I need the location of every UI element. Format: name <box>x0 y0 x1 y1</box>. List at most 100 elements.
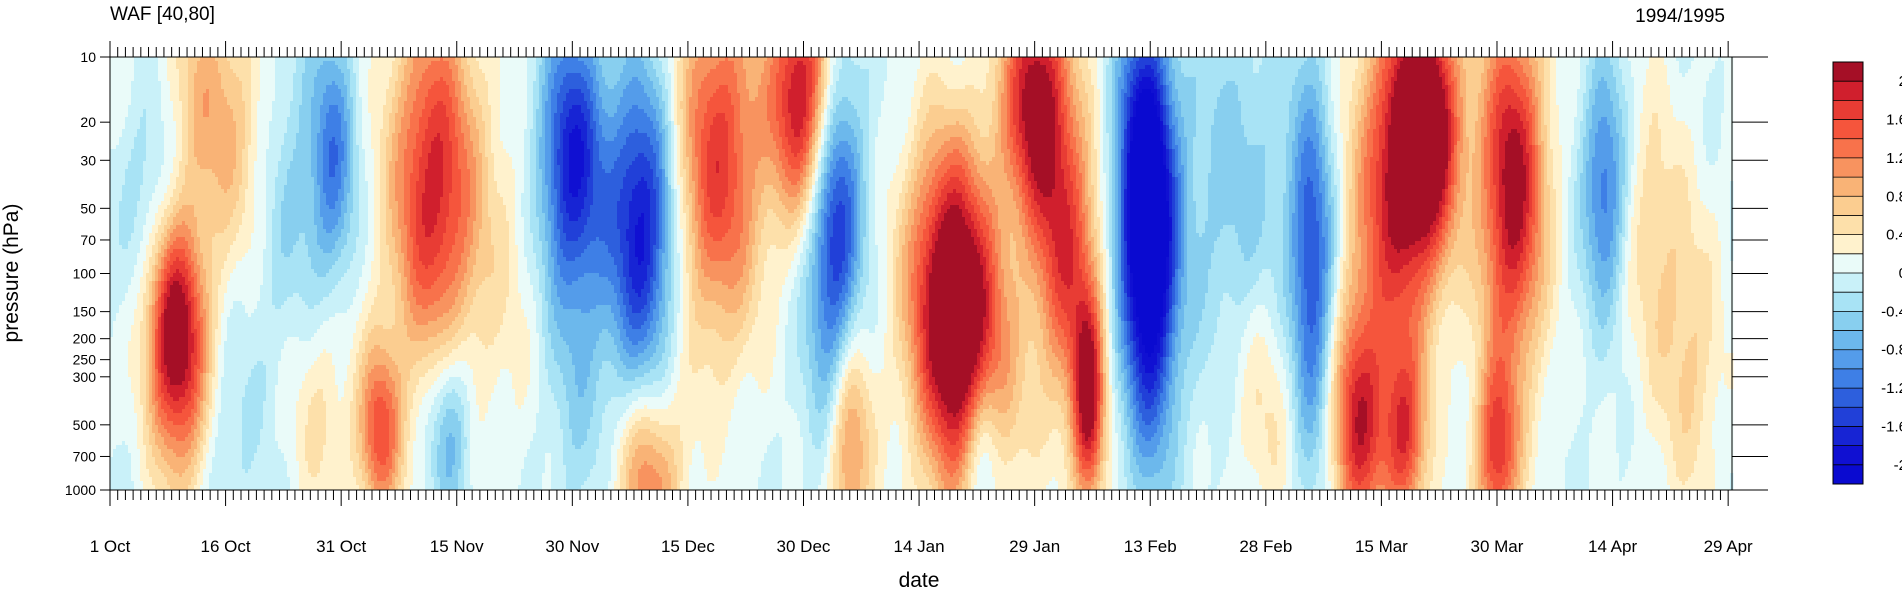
field-cell <box>707 301 711 330</box>
field-cell <box>1340 317 1344 342</box>
field-cell <box>1514 109 1518 130</box>
field-cell <box>839 377 843 390</box>
field-cell <box>953 137 957 150</box>
field-cell <box>602 305 606 330</box>
field-cell <box>1130 57 1134 62</box>
field-cell <box>1271 413 1275 466</box>
field-cell <box>209 473 213 490</box>
field-cell <box>857 333 861 350</box>
field-cell <box>1106 309 1110 358</box>
field-cell <box>677 313 681 382</box>
field-cell <box>512 389 516 490</box>
field-cell <box>719 217 723 242</box>
field-cell <box>746 245 750 286</box>
field-cell <box>1352 329 1356 350</box>
field-cell <box>302 381 306 490</box>
field-cell <box>1268 357 1272 414</box>
field-cell <box>776 73 780 122</box>
field-cell <box>1259 305 1263 338</box>
field-cell <box>1361 333 1365 354</box>
field-cell <box>593 465 597 490</box>
field-cell <box>1046 301 1050 330</box>
field-cell <box>365 389 369 454</box>
field-cell <box>158 417 162 434</box>
field-cell <box>314 477 318 490</box>
field-cell <box>1358 469 1362 486</box>
field-cell <box>845 97 849 122</box>
field-cell <box>323 61 327 94</box>
field-cell <box>1070 337 1074 370</box>
field-cell <box>1001 437 1005 462</box>
field-cell <box>1517 77 1521 98</box>
field-cell <box>710 369 714 482</box>
field-cell <box>1088 265 1092 286</box>
field-cell <box>764 217 768 262</box>
field-cell <box>1172 125 1176 150</box>
field-cell <box>608 173 612 254</box>
field-cell <box>983 409 987 422</box>
field-cell <box>833 65 837 94</box>
field-cell <box>1268 413 1272 454</box>
field-cell <box>1073 105 1077 138</box>
field-cell <box>365 341 369 366</box>
field-cell <box>1004 173 1008 298</box>
field-cell <box>1433 301 1437 326</box>
field-cell <box>1085 449 1089 462</box>
field-cell <box>698 57 702 90</box>
field-cell <box>761 157 765 194</box>
field-cell <box>416 385 420 418</box>
field-cell <box>155 281 159 302</box>
field-cell <box>1172 177 1176 278</box>
field-cell <box>1352 305 1356 330</box>
field-cell <box>158 269 162 282</box>
field-cell <box>1331 325 1335 350</box>
field-cell <box>965 145 969 162</box>
field-cell <box>830 329 834 350</box>
field-cell <box>467 169 471 218</box>
field-cell <box>1085 461 1089 470</box>
field-cell <box>1085 93 1089 142</box>
field-cell <box>851 57 855 62</box>
field-cell <box>437 413 441 446</box>
field-cell <box>1514 73 1518 94</box>
field-cell <box>341 161 345 202</box>
field-cell <box>1535 281 1539 318</box>
field-cell <box>1241 57 1245 126</box>
field-cell <box>965 469 969 490</box>
field-cell <box>695 321 699 374</box>
field-cell <box>821 473 825 490</box>
field-cell <box>737 281 741 310</box>
field-cell <box>842 121 846 142</box>
field-cell <box>284 341 288 462</box>
field-cell <box>1364 373 1368 402</box>
field-cell <box>728 377 732 422</box>
field-cell <box>947 153 951 170</box>
field-cell <box>932 197 936 218</box>
field-cell <box>1154 381 1158 398</box>
field-cell <box>1130 321 1134 342</box>
field-cell <box>812 185 816 198</box>
field-cell <box>1223 225 1227 294</box>
field-cell <box>815 449 819 490</box>
field-cell <box>995 133 999 206</box>
field-cell <box>446 61 450 86</box>
field-cell <box>1316 377 1320 406</box>
field-cell <box>464 273 468 298</box>
field-cell <box>1070 401 1074 430</box>
field-cell <box>878 57 882 118</box>
field-cell <box>1466 317 1470 378</box>
field-cell <box>911 353 915 390</box>
field-cell <box>629 405 633 418</box>
field-cell <box>707 197 711 234</box>
field-cell <box>1385 261 1389 302</box>
field-cell <box>626 229 630 242</box>
field-cell <box>1118 77 1122 318</box>
field-cell <box>929 465 933 486</box>
field-cell <box>242 101 246 150</box>
field-cell <box>1037 189 1041 206</box>
field-cell <box>791 289 795 410</box>
field-cell <box>311 57 315 98</box>
field-cell <box>398 133 402 230</box>
field-cell <box>944 437 948 454</box>
field-cell <box>965 85 969 110</box>
